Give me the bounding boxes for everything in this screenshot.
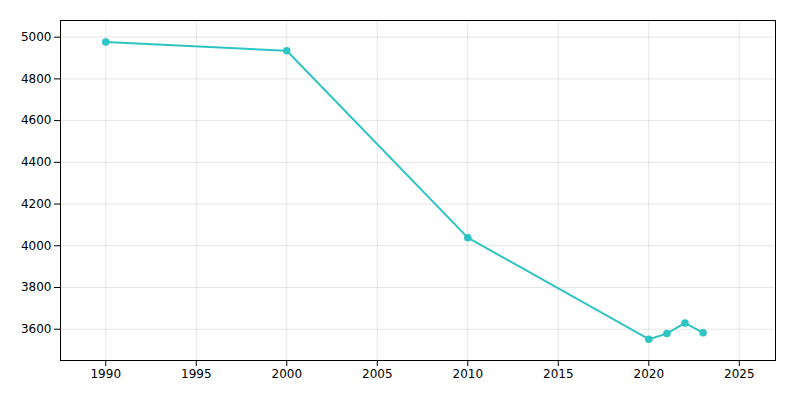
svg-text:2000: 2000	[271, 367, 302, 381]
svg-text:5000: 5000	[21, 30, 52, 44]
svg-text:4000: 4000	[21, 239, 52, 253]
svg-text:2010: 2010	[453, 367, 484, 381]
svg-text:4400: 4400	[21, 155, 52, 169]
svg-text:1995: 1995	[181, 367, 212, 381]
svg-text:3600: 3600	[21, 322, 52, 336]
svg-text:3800: 3800	[21, 280, 52, 294]
svg-text:2020: 2020	[634, 367, 665, 381]
svg-text:4800: 4800	[21, 72, 52, 86]
svg-text:2015: 2015	[543, 367, 574, 381]
svg-text:2005: 2005	[362, 367, 393, 381]
svg-text:4200: 4200	[21, 197, 52, 211]
svg-text:4600: 4600	[21, 113, 52, 127]
svg-text:1990: 1990	[90, 367, 121, 381]
svg-text:2025: 2025	[724, 367, 755, 381]
